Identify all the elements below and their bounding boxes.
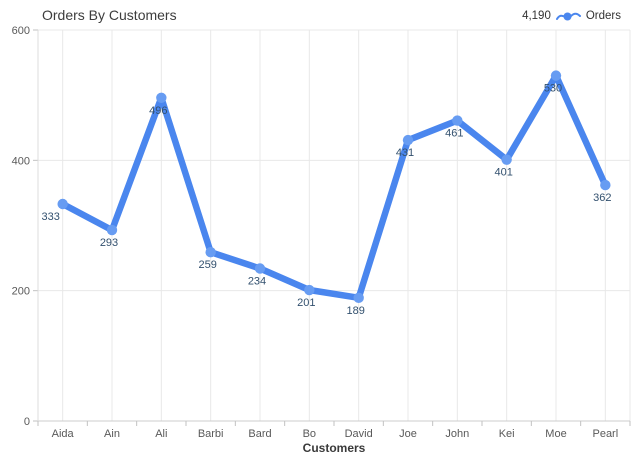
orders-series-line [59, 72, 609, 302]
data-point-marker[interactable] [205, 247, 216, 258]
data-point-marker[interactable] [501, 154, 512, 165]
data-point-label: 201 [297, 297, 315, 309]
x-axis-label: Moe [545, 428, 566, 440]
legend-series-label: Orders [585, 10, 621, 22]
line-series-icon [555, 12, 581, 21]
data-point-marker[interactable] [106, 224, 118, 236]
data-point-marker[interactable] [353, 292, 364, 304]
data-point-label: 293 [100, 237, 118, 249]
data-point-marker[interactable] [600, 179, 611, 191]
data-point-label: 259 [198, 259, 216, 271]
x-axis-label: Pearl [592, 428, 618, 440]
data-point-label: 401 [494, 167, 512, 179]
legend-series-total: 4,190 [522, 10, 551, 22]
data-point-marker[interactable] [254, 263, 266, 274]
x-axis-title: Customers [303, 441, 366, 455]
data-point-label: 530 [544, 83, 562, 95]
x-axis-label: Joe [399, 428, 417, 440]
data-point-marker[interactable] [304, 284, 315, 296]
x-axis-label: Bard [248, 428, 271, 440]
x-axis-label: Ali [155, 428, 167, 440]
data-point-label: 234 [248, 276, 266, 288]
data-point-marker[interactable] [57, 198, 68, 210]
x-axis-label: Aida [52, 428, 75, 440]
data-point-label: 461 [445, 128, 463, 140]
data-point-label: 496 [149, 105, 167, 117]
legend-item-orders[interactable]: 4,190 Orders [522, 9, 621, 23]
data-point-label: 431 [396, 147, 414, 159]
data-point-label: 189 [346, 305, 364, 317]
data-point-label: 362 [593, 192, 611, 204]
x-axis-label: Kei [499, 428, 515, 440]
x-axis-label: David [345, 428, 373, 440]
data-point-marker[interactable] [402, 134, 414, 146]
y-axis-label: 400 [12, 155, 30, 167]
x-axis-label: Bo [303, 428, 316, 440]
chart-title: Orders By Customers [42, 7, 177, 23]
data-point-label: 333 [41, 211, 59, 223]
data-point-marker[interactable] [550, 70, 562, 81]
data-point-marker[interactable] [156, 92, 167, 103]
y-axis-label: 600 [12, 25, 30, 37]
data-point-marker[interactable] [452, 115, 463, 126]
y-axis-label: 0 [24, 416, 30, 428]
x-axis-label: Barbi [198, 428, 224, 440]
y-axis-label: 200 [12, 286, 30, 298]
x-axis-label: Ain [104, 428, 120, 440]
x-axis-label: John [445, 428, 469, 440]
